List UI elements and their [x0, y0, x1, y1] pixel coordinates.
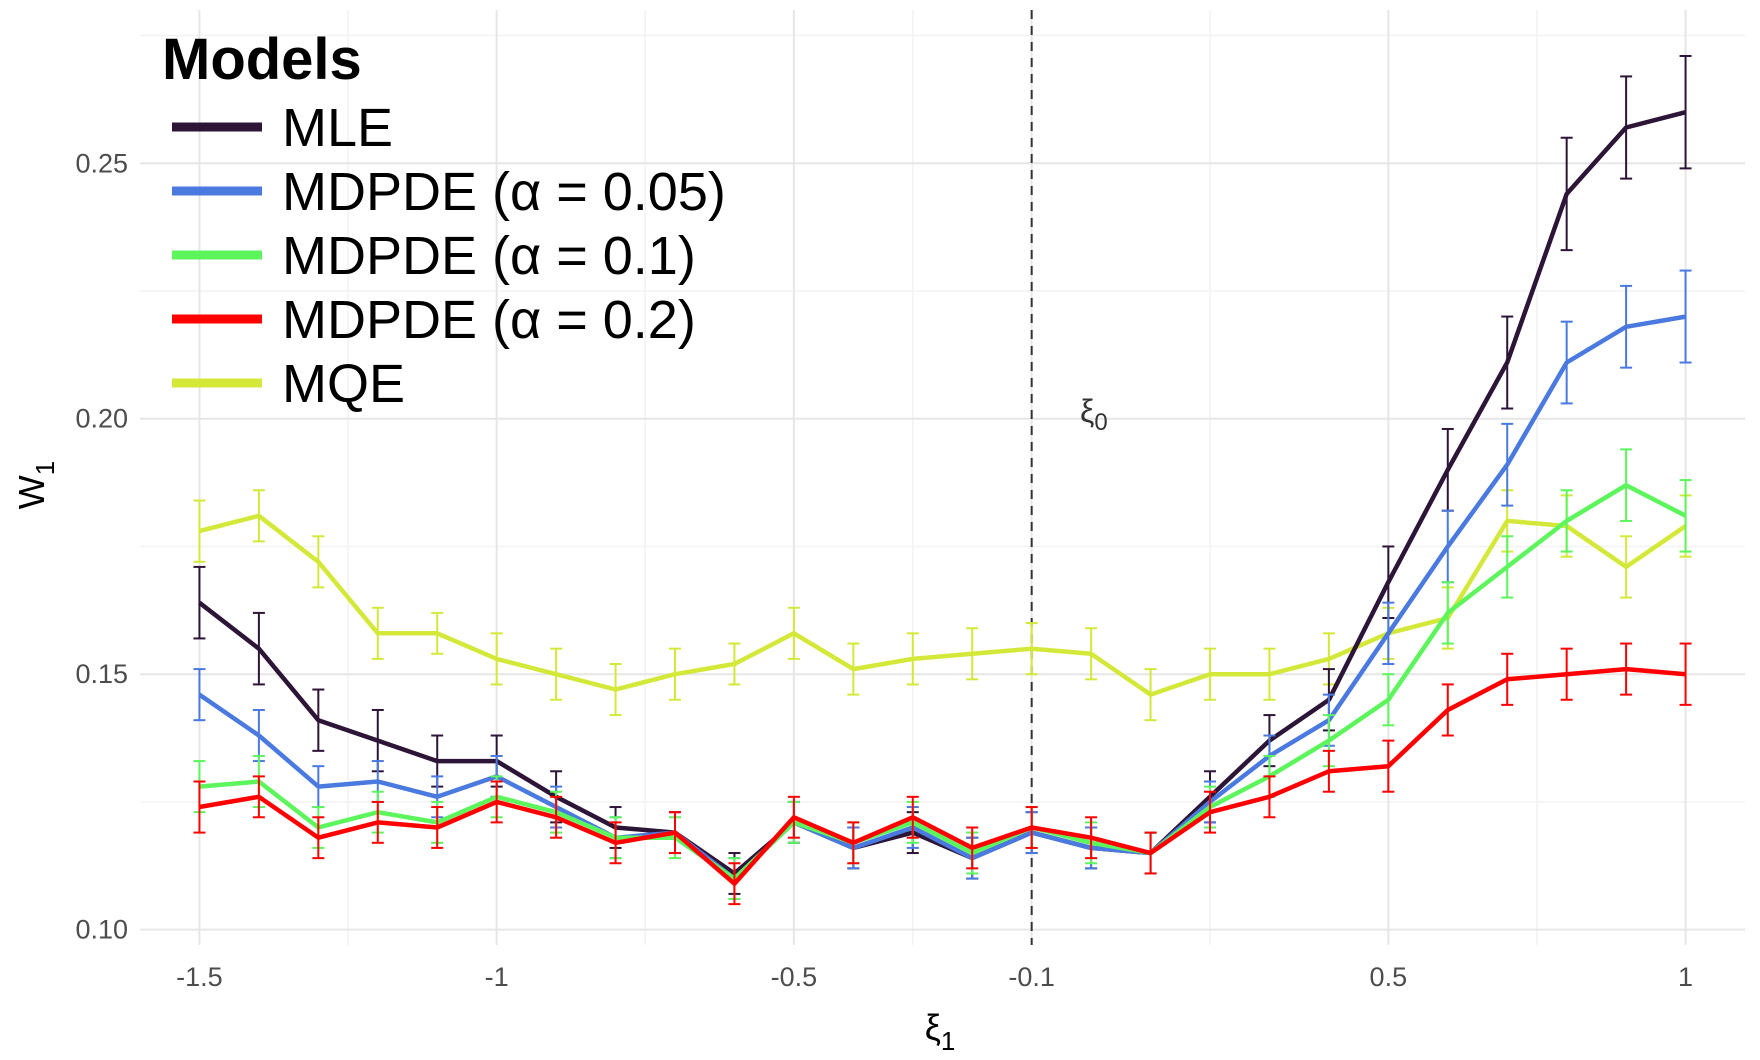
x-tick-label: 1	[1678, 962, 1693, 992]
x-tick-label: -0.1	[1008, 962, 1055, 992]
x-axis-ticks: -1.5 -1 -0.5 -0.1 0.5 1	[176, 962, 1693, 992]
legend-label: MQE	[282, 354, 405, 414]
legend-label: MDPDE (α = 0.1)	[282, 226, 696, 286]
y-tick-label: 0.15	[75, 659, 128, 689]
series-line	[198, 314, 1686, 881]
y-tick-label: 0.25	[75, 148, 128, 178]
series-mdpde-0-2-	[193, 642, 1692, 906]
xi0-annotation: ξ0	[1080, 393, 1108, 436]
legend-label: MDPDE (α = 0.2)	[282, 290, 696, 350]
y-tick-label: 0.10	[75, 915, 128, 945]
series-lines	[193, 54, 1692, 906]
series-line	[199, 666, 1686, 886]
y-axis-title: W1	[11, 461, 60, 509]
y-axis-ticks: 0.10 0.15 0.20 0.25	[75, 148, 128, 944]
x-tick-label: 0.5	[1370, 962, 1408, 992]
x-tick-label: -0.5	[771, 962, 818, 992]
x-tick-label: -1.5	[176, 962, 223, 992]
legend-title: Models	[162, 27, 362, 92]
series-mdpde-0-05-	[193, 269, 1692, 901]
x-axis-title: ξ1	[925, 1007, 956, 1056]
series-line	[198, 513, 1687, 697]
series-line	[199, 482, 1687, 881]
legend-label: MLE	[282, 98, 393, 158]
legend-label: MDPDE (α = 0.05)	[282, 162, 726, 222]
x-tick-label: -1	[485, 962, 509, 992]
series-mqe	[193, 489, 1692, 722]
y-tick-label: 0.20	[75, 404, 128, 434]
series-line	[198, 110, 1687, 876]
